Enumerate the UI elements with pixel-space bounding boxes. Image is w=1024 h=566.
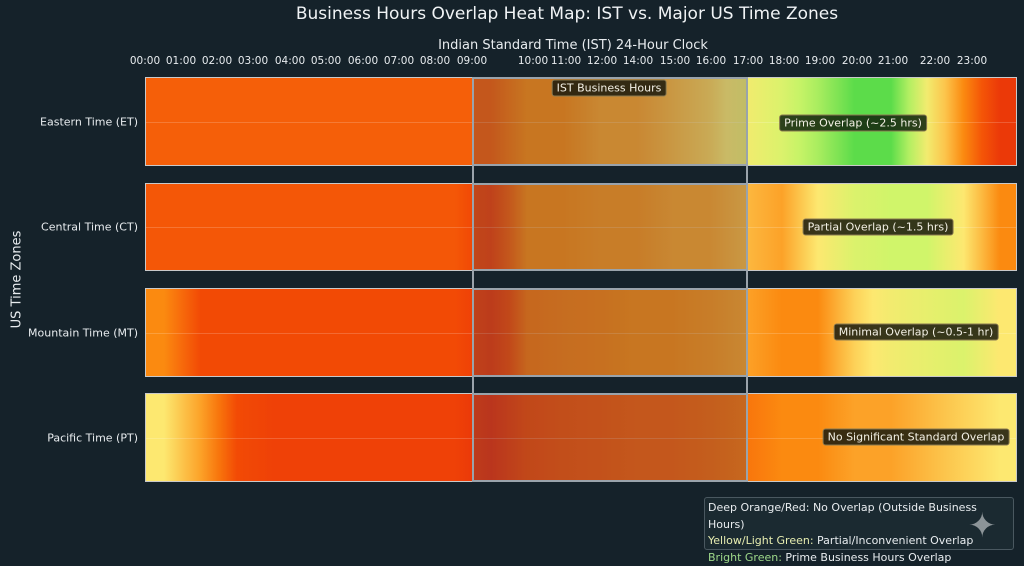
x-tick-label: 08:00 xyxy=(420,55,450,67)
y-axis-label: US Time Zones xyxy=(10,225,25,335)
legend-item-partial: Yellow/Light Green: Partial/Inconvenient… xyxy=(708,533,1010,550)
legend-item-no-overlap: Deep Orange/Red: No Overlap (Outside Bus… xyxy=(708,500,1010,533)
x-tick-label: 01:00 xyxy=(166,55,196,67)
x-tick-label: 22:00 xyxy=(920,55,950,67)
x-tick-label: 16:00 xyxy=(696,55,726,67)
x-tick-label: 11:00 xyxy=(551,55,581,67)
legend-key: Deep Orange/Red: xyxy=(708,501,809,514)
x-tick-label: 02:00 xyxy=(202,55,232,67)
annotation-prime-overlap: Prime Overlap (~2.5 hrs) xyxy=(779,115,927,132)
x-tick-label: 15:00 xyxy=(660,55,690,67)
sparkle-icon: ✦ xyxy=(968,506,997,546)
x-tick-label: 20:00 xyxy=(842,55,872,67)
legend-text: Partial/Inconvenient Overlap xyxy=(814,534,974,547)
legend-text: Prime Business Hours Overlap xyxy=(782,551,951,564)
annotation-ist-business-hours: IST Business Hours xyxy=(552,80,667,97)
annotation-no-overlap: No Significant Standard Overlap xyxy=(823,429,1010,446)
annotation-minimal-overlap: Minimal Overlap (~0.5-1 hr) xyxy=(834,324,999,341)
business-hours-region xyxy=(472,77,748,482)
x-tick-label: 04:00 xyxy=(275,55,305,67)
x-tick-label: 05:00 xyxy=(311,55,341,67)
x-tick-label: 00:00 xyxy=(130,55,160,67)
chart-title: Business Hours Overlap Heat Map: IST vs.… xyxy=(0,4,1024,24)
x-tick-label: 14:00 xyxy=(623,55,653,67)
x-axis-label: Indian Standard Time (IST) 24-Hour Clock xyxy=(0,38,1024,53)
y-tick-label: Eastern Time (ET) xyxy=(40,115,138,128)
legend-key: Yellow/Light Green: xyxy=(708,534,814,547)
x-tick-label: 03:00 xyxy=(238,55,268,67)
x-tick-label: 07:00 xyxy=(384,55,414,67)
y-tick-label: Mountain Time (MT) xyxy=(28,326,138,339)
x-tick-label: 17:00 xyxy=(733,55,763,67)
x-tick-label: 19:00 xyxy=(805,55,835,67)
x-tick-label: 23:00 xyxy=(957,55,987,67)
x-tick-label: 21:00 xyxy=(878,55,908,67)
x-tick-label: 12:00 xyxy=(587,55,617,67)
x-tick-label: 18:00 xyxy=(769,55,799,67)
x-tick-label: 10:00 xyxy=(518,55,548,67)
x-tick-label: 06:00 xyxy=(348,55,378,67)
legend-key: Bright Green: xyxy=(708,551,782,564)
x-tick-label: 09:00 xyxy=(457,55,487,67)
annotation-partial-overlap: Partial Overlap (~1.5 hrs) xyxy=(803,219,954,236)
y-tick-label: Central Time (CT) xyxy=(41,221,138,234)
y-tick-label: Pacific Time (PT) xyxy=(47,431,138,444)
legend-item-prime: Bright Green: Prime Business Hours Overl… xyxy=(708,550,1010,566)
